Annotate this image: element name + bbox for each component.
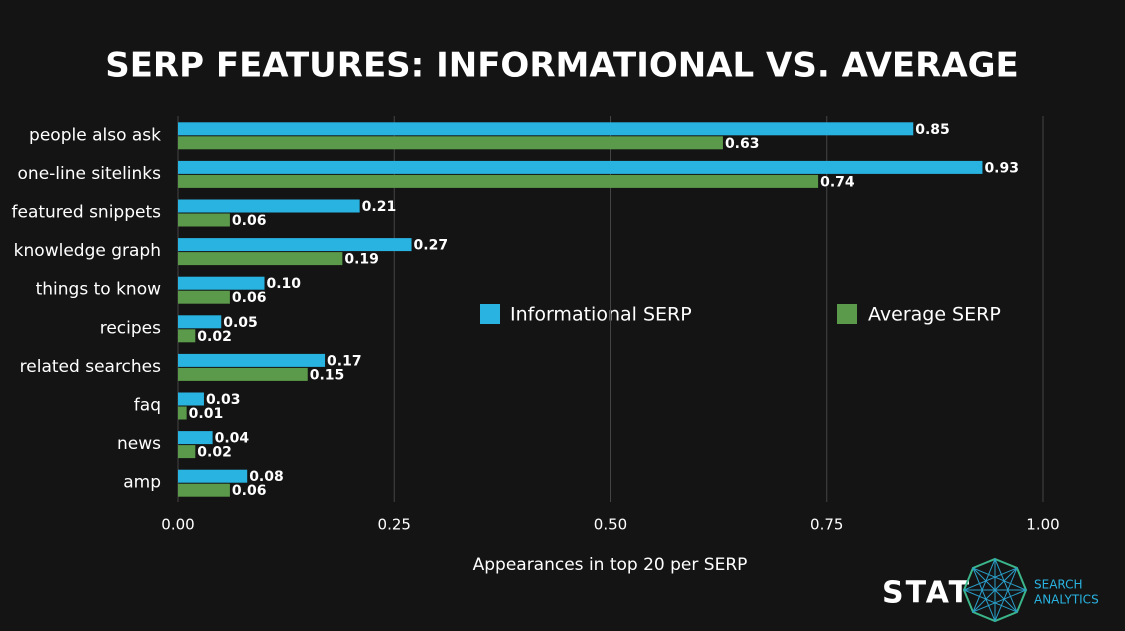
value-label: 0.63: [725, 136, 760, 152]
value-label: 0.03: [206, 392, 241, 408]
y-tick-label: one-line sitelinks: [18, 164, 162, 184]
value-label: 0.74: [820, 174, 855, 190]
bar: [178, 213, 230, 227]
value-label: 0.15: [310, 367, 345, 383]
bar: [178, 315, 222, 329]
x-tick-label: 0.50: [594, 516, 627, 534]
logo-subtext: ANALYTICS: [1034, 593, 1099, 607]
value-label: 0.10: [267, 276, 302, 292]
legend-swatch: [480, 304, 500, 324]
bar: [178, 160, 983, 174]
value-label: 0.01: [189, 406, 224, 422]
bar: [178, 469, 248, 483]
bar: [178, 483, 230, 497]
bar: [178, 329, 196, 343]
value-label: 0.05: [223, 315, 258, 331]
x-tick-label: 0.25: [378, 516, 411, 534]
value-label: 0.06: [232, 483, 267, 499]
bar: [178, 276, 265, 290]
logo-text: STAT: [882, 576, 971, 611]
value-label: 0.85: [915, 122, 950, 138]
y-tick-label: faq: [134, 396, 161, 416]
logo: STAT SEARCH ANALYTICS: [882, 557, 1099, 623]
x-tick-label: 0.00: [161, 516, 194, 534]
bar: [178, 406, 187, 420]
value-label: 0.08: [249, 469, 284, 485]
y-tick-label: related searches: [20, 357, 161, 377]
bar: [178, 122, 914, 136]
bar: [178, 252, 343, 266]
value-label: 0.19: [344, 252, 379, 268]
y-tick-label: recipes: [100, 318, 161, 338]
y-tick-label: things to know: [36, 280, 161, 300]
logo-mark: [962, 557, 1028, 623]
bar: [178, 136, 723, 150]
bar: [178, 238, 412, 252]
bar: [178, 367, 308, 381]
value-label: 0.17: [327, 353, 362, 369]
bar: [178, 392, 204, 406]
y-tick-label: news: [117, 434, 161, 454]
bar: [178, 353, 326, 367]
y-tick-label: amp: [123, 473, 161, 493]
value-label: 0.02: [197, 445, 232, 461]
bar: [178, 199, 360, 213]
legend-swatch: [837, 304, 857, 324]
y-tick-label: knowledge graph: [14, 241, 161, 261]
value-label: 0.06: [232, 290, 267, 306]
bar: [178, 174, 819, 188]
y-tick-label: people also ask: [29, 125, 161, 145]
x-tick-label: 0.75: [810, 516, 843, 534]
logo-subtext: SEARCH: [1034, 578, 1083, 592]
x-axis-title: Appearances in top 20 per SERP: [473, 555, 748, 575]
bar: [178, 431, 213, 445]
bar: [178, 290, 230, 304]
value-label: 0.04: [215, 431, 250, 447]
value-label: 0.21: [362, 199, 397, 215]
value-label: 0.02: [197, 329, 232, 345]
x-tick-label: 1.00: [1026, 516, 1059, 534]
value-label: 0.27: [414, 238, 449, 254]
legend-label: Average SERP: [868, 304, 1001, 326]
y-tick-label: featured snippets: [12, 203, 162, 223]
chart-title: SERP FEATURES: INFORMATIONAL VS. AVERAGE: [105, 46, 1019, 86]
bar: [178, 445, 196, 459]
legend-label: Informational SERP: [510, 304, 692, 326]
value-label: 0.06: [232, 213, 267, 229]
value-label: 0.93: [984, 160, 1019, 176]
